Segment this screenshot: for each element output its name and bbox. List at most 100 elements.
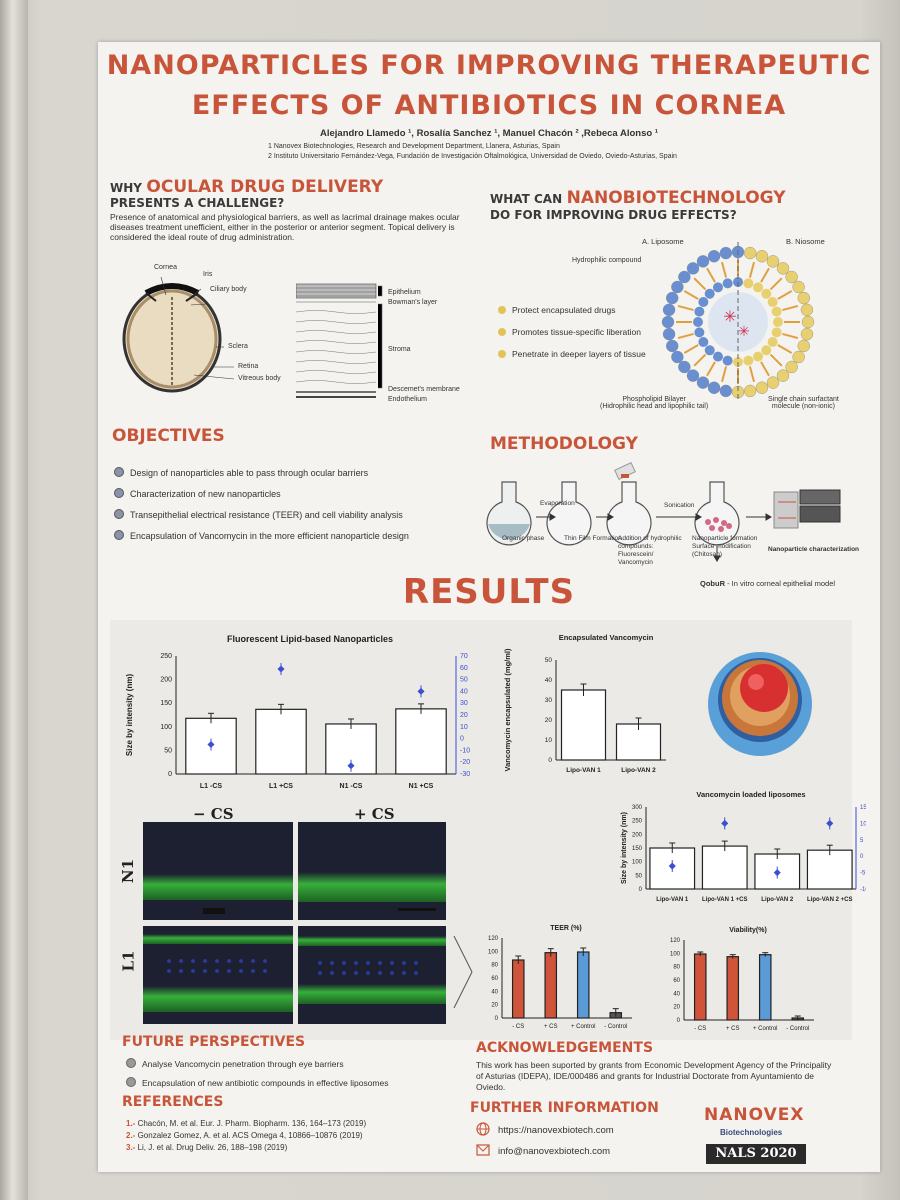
acknowledgements-heading: ACKNOWLEDGEMENTS [476, 1040, 654, 1056]
bullet-dot-icon [114, 488, 124, 498]
micro-col-label-minus: − CS [193, 805, 234, 823]
lipid-head [743, 384, 757, 398]
nanovex-tagline: Biotechnologies [720, 1128, 783, 1137]
bar [544, 952, 558, 1019]
lipid-head [785, 270, 798, 284]
lipid-head-inner [753, 351, 763, 362]
lipid-head [785, 360, 798, 374]
references-list: 1.- Chacón, M. et al. Eur. J. Pharm. Bio… [126, 1118, 366, 1154]
what-line2: DO FOR IMPROVING DRUG EFFECTS? [490, 208, 737, 222]
z-point [721, 819, 729, 827]
references-heading: REFERENCES [122, 1094, 224, 1110]
eye-label-sclera: Sclera [228, 343, 248, 350]
lipid-head [776, 262, 790, 275]
lipid-head-inner [704, 345, 715, 356]
lipid-tail [777, 344, 793, 354]
y2-tick-label: 15 [860, 805, 866, 811]
bullet-dot-icon [126, 1077, 136, 1087]
bar [576, 951, 590, 1019]
future-heading: FUTURE PERSPECTIVES [122, 1034, 306, 1050]
y-tick-label: 0 [495, 1016, 499, 1022]
nano-bullet: Penetrate in deeper layers of tissue [498, 349, 646, 359]
bar [701, 845, 748, 890]
step-addition: Addition of hydrophilic compounds: Fluor… [618, 535, 682, 566]
x-tick-label: + Control [753, 1026, 778, 1032]
acknowledgements-text: This work has been suported by grants fr… [476, 1060, 832, 1092]
y-tick-label: 20 [491, 1003, 498, 1009]
qobur-note: QobuR - In vitro corneal epithelial mode… [700, 579, 836, 588]
step-characterization: Nanoparticle characterization [768, 546, 860, 553]
eye-label-retina: Retina [238, 363, 259, 370]
arrow-evaporation: Evaporation [540, 500, 575, 507]
y-tick-label: 150 [160, 700, 172, 707]
bar [726, 956, 740, 1021]
lipid-head-inner [773, 317, 783, 327]
lipid-head [662, 303, 676, 317]
liposome-niosome-diagram: ✳✳ [661, 242, 815, 402]
yellow-dot-icon [498, 350, 506, 358]
y2-tick-label: -30 [460, 771, 470, 778]
why-line2: PRESENTS A CHALLENGE? [110, 196, 285, 210]
lipid-tail [760, 267, 770, 283]
cornea-label-descemet: Descemet's membrane [388, 386, 460, 393]
y-tick-label: 50 [635, 873, 642, 879]
bullet-dot-icon [114, 467, 124, 477]
cornea-layers-diagram [296, 283, 383, 398]
x-tick-label: Lipo-VAN 2 [761, 897, 794, 903]
website-row: https://nanovexbiotech.com [476, 1122, 614, 1136]
lipid-head-inner [743, 278, 754, 289]
y-tick-label: 0 [639, 887, 643, 893]
y-tick-label: 200 [160, 677, 172, 684]
results-heading: RESULTS [402, 572, 576, 612]
y-tick-label: 0 [677, 1018, 681, 1024]
y2-tick-label: -10 [860, 887, 866, 893]
lipid-head [755, 250, 769, 263]
lipid-tail [769, 277, 783, 291]
y-tick-label: 10 [545, 737, 553, 744]
z-point [347, 762, 355, 770]
eye-label-cornea: Cornea [154, 264, 177, 271]
y2-tick-label: 60 [460, 665, 468, 672]
yellow-dot-icon [498, 306, 506, 314]
micrograph-l1-plus-cs [298, 926, 446, 1024]
y2-tick-label: 0 [460, 736, 464, 743]
lipid-head [797, 291, 810, 305]
eye-label-iris: Iris [203, 271, 213, 278]
lipid-head-inner [722, 355, 733, 366]
step-organic-phase: Organic phase [502, 535, 545, 542]
lipid-head-inner [704, 288, 715, 299]
drug-star: ✳ [723, 309, 736, 326]
x-tick-label: Lipo-VAN 1 [566, 767, 601, 774]
y-tick-label: 20 [545, 717, 553, 724]
x-tick-label: L1 +CS [269, 783, 293, 790]
y-tick-label: 250 [632, 819, 643, 825]
y2-tick-label: 50 [460, 677, 468, 684]
poster-title-line2: EFFECTS OF ANTIBIOTICS IN CORNEA [191, 90, 787, 121]
lipid-head [792, 280, 805, 294]
micrograph-n1-plus-cs [298, 822, 446, 920]
y-tick-label: 100 [670, 951, 681, 957]
why-heading: WHY OCULAR DRUG DELIVERY [110, 177, 383, 197]
left-display-pole [0, 0, 28, 1200]
further-heading: FURTHER INFORMATION [470, 1100, 659, 1116]
lipid-tail [677, 332, 694, 340]
x-tick-label: + CS [726, 1026, 740, 1032]
reference-item: 1.- Chacón, M. et al. Eur. J. Pharm. Bio… [126, 1119, 367, 1128]
affiliation-1: 1 Nanovex Biotechnologies, Research and … [268, 143, 560, 150]
cornea-label-bowmans: Bowman's layer [388, 299, 438, 306]
lipid-head-inner [761, 288, 772, 299]
lipid-head-inner [767, 337, 778, 347]
bar [693, 953, 707, 1021]
chart-title: Encapsulated Vancomycin [559, 633, 654, 642]
x-tick-label: Lipo-VAN 2 [621, 767, 656, 774]
x-tick-label: N1 +CS [409, 783, 434, 790]
z-point [417, 687, 425, 695]
lipid-head [696, 255, 710, 268]
website-link[interactable]: https://nanovexbiotech.com [498, 1125, 614, 1136]
email-link[interactable]: info@nanovexbiotech.com [498, 1146, 611, 1157]
cornea-label-endothelium: Endothelium [388, 396, 427, 403]
lipid-head [707, 250, 721, 263]
hydrophilic-compound-label: Hydrophilic compound [572, 257, 642, 264]
y2-tick-label: -20 [460, 759, 470, 766]
y-tick-label: 120 [488, 936, 499, 942]
